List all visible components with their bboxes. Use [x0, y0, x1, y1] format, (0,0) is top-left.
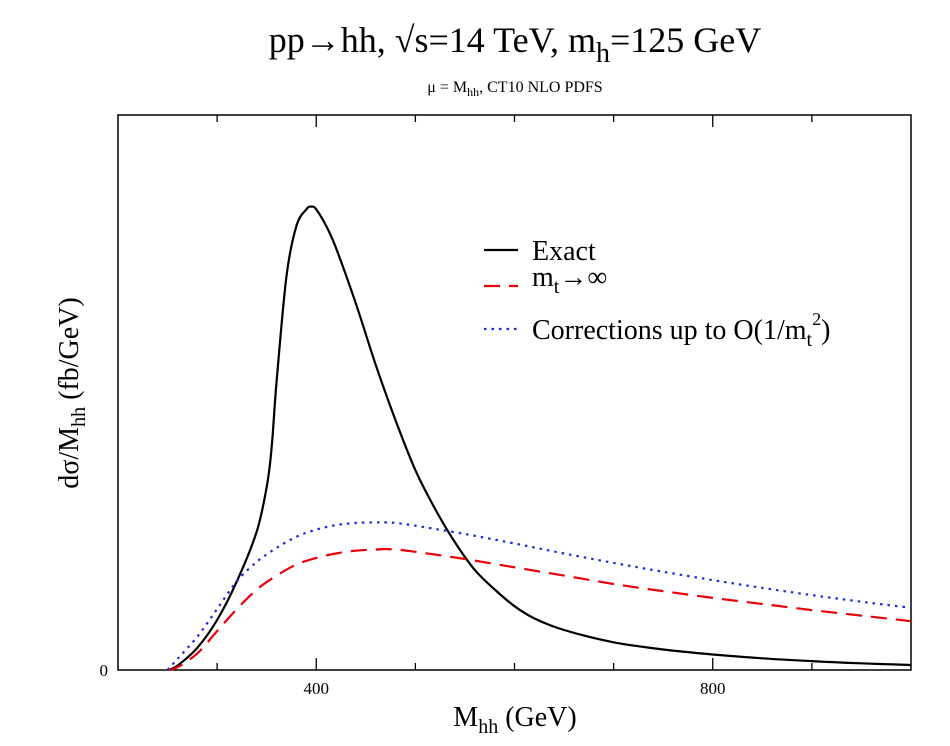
series-group — [166, 205, 912, 672]
y-axis-label-b: (fb/GeV) — [54, 297, 85, 407]
chart-subtitle: μ = Mhh, CT10 NLO PDFS — [427, 79, 602, 99]
series-line-mt-infinity — [167, 547, 912, 672]
plot-frame — [117, 114, 912, 671]
x-axis-label: Mhh (GeV) — [453, 702, 576, 738]
x-axis-label-end: (GeV) — [498, 702, 577, 733]
x-tick-label-400: 400 — [304, 679, 330, 698]
legend-label-mt-infinity: mt→∞ — [532, 262, 607, 298]
chart-subtitle-main: μ = M — [427, 79, 467, 96]
y-axis-label-sub: hh — [68, 407, 90, 427]
y-tick-label-0: 0 — [100, 661, 109, 680]
legend-label-corr-sub: t — [807, 329, 813, 351]
legend-label-mt-end: →∞ — [559, 262, 607, 293]
chart-title-sub: h — [596, 38, 610, 69]
legend-label-corr-main: Corrections up to O(1/m — [532, 315, 807, 346]
series-line-corrections — [166, 521, 912, 671]
chart-subtitle-end: , CT10 NLO PDFS — [479, 79, 603, 96]
legend: Exact mt→∞ Corrections up to O(1/mt2) — [484, 236, 830, 351]
chart-title-end: =125 GeV — [610, 20, 761, 60]
x-tick-label-800: 800 — [700, 679, 726, 698]
chart-title-main: pp→hh, √s=14 TeV, m — [269, 20, 596, 60]
legend-label-mt-sub: t — [554, 276, 560, 298]
legend-label-mt-main: m — [532, 262, 554, 293]
legend-label-corr-sup: 2 — [812, 309, 821, 329]
y-axis-label-a: dσ/M — [54, 427, 85, 489]
series-line-exact — [167, 205, 912, 672]
legend-label-corrections: Corrections up to O(1/mt2) — [532, 309, 830, 351]
chart-subtitle-sub: hh — [467, 85, 479, 99]
y-axis-label: dσ/Mhh (fb/GeV) — [54, 297, 90, 488]
x-axis-label-main: M — [453, 702, 478, 733]
x-axis-label-sub: hh — [478, 716, 498, 738]
axis-ticks — [216, 115, 813, 670]
chart-title: pp→hh, √s=14 TeV, mh=125 GeV — [269, 20, 762, 69]
legend-label-exact: Exact — [532, 236, 596, 267]
legend-label-corr-end: ) — [821, 315, 830, 346]
